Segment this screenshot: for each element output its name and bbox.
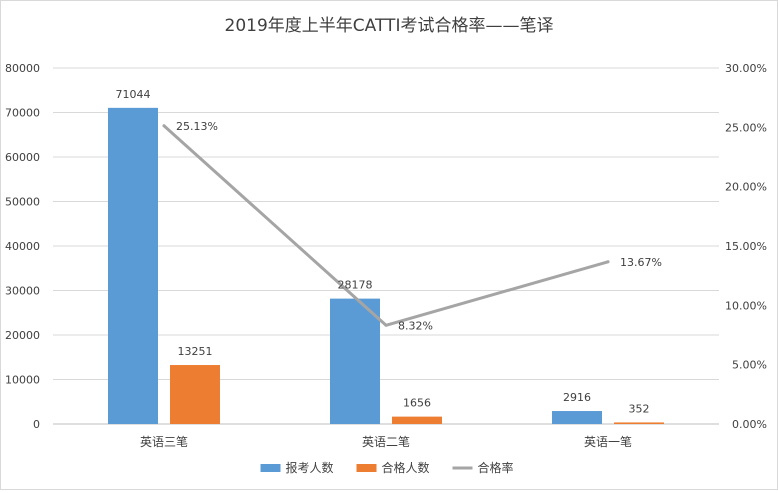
right-tick-label: 30.00% <box>725 62 767 75</box>
line-point <box>162 124 166 128</box>
line-data-label: 8.32% <box>398 319 433 332</box>
bar-data-label: 28178 <box>338 279 373 292</box>
line-point <box>384 323 388 327</box>
left-axis: 0 10000 20000 30000 40000 50000 60000 70000 8000… <box>5 62 40 431</box>
right-tick-label: 0.00% <box>732 418 767 431</box>
legend-label: 报考人数 <box>286 460 334 475</box>
category-label: 英语二笔 <box>362 434 410 449</box>
line-data-label: 13.67% <box>620 256 662 269</box>
line-data-label: 25.13% <box>176 120 218 133</box>
gridlines <box>53 67 719 425</box>
category-axis: 英语三笔 英语二笔 英语一笔 <box>140 434 632 449</box>
line-series <box>162 124 610 327</box>
right-axis: 0.00% 5.00% 10.00% 15.00% 20.00% 25.00% 30.00% <box>725 62 767 431</box>
bar-data-label: 1656 <box>403 397 431 410</box>
bar <box>108 107 158 425</box>
left-tick-label: 20000 <box>5 329 40 342</box>
bar <box>170 365 220 424</box>
bar-data-label: 13251 <box>178 345 213 358</box>
left-tick-label: 50000 <box>5 196 40 209</box>
left-tick-label: 30000 <box>5 285 40 298</box>
bar <box>392 416 442 424</box>
right-tick-label: 5.00% <box>732 359 767 372</box>
left-tick-label: 0 <box>33 418 40 431</box>
legend-swatch <box>356 464 377 472</box>
category-label: 英语一笔 <box>584 434 632 449</box>
left-tick-label: 80000 <box>5 62 40 75</box>
line-point <box>606 260 610 264</box>
bar <box>614 422 664 424</box>
bar-data-label: 2916 <box>563 391 591 404</box>
legend-swatch <box>260 464 281 472</box>
left-tick-label: 40000 <box>5 240 40 253</box>
rate-line <box>162 124 610 327</box>
left-tick-label: 60000 <box>5 151 40 164</box>
right-tick-label: 15.00% <box>725 240 767 253</box>
right-tick-label: 10.00% <box>725 299 767 312</box>
bar <box>552 411 602 424</box>
chart-title: 2019年度上半年CATTI考试合格率——笔译 <box>225 16 554 36</box>
bar-series <box>108 107 664 425</box>
right-tick-label: 25.00% <box>725 121 767 134</box>
bar-data-label: 352 <box>629 402 650 415</box>
bar <box>330 298 380 424</box>
bar-data-label: 71044 <box>116 88 151 101</box>
left-tick-label: 10000 <box>5 374 40 387</box>
legend: 报考人数 合格人数 合格率 <box>260 460 514 475</box>
category-label: 英语三笔 <box>140 434 188 449</box>
data-labels: 71044 28178 2916 13251 1656 352 25.13% 8.32% 13.… <box>116 88 662 416</box>
legend-label: 合格人数 <box>382 460 430 475</box>
legend-label: 合格率 <box>478 460 514 475</box>
left-tick-label: 70000 <box>5 107 40 120</box>
right-tick-label: 20.00% <box>725 181 767 194</box>
